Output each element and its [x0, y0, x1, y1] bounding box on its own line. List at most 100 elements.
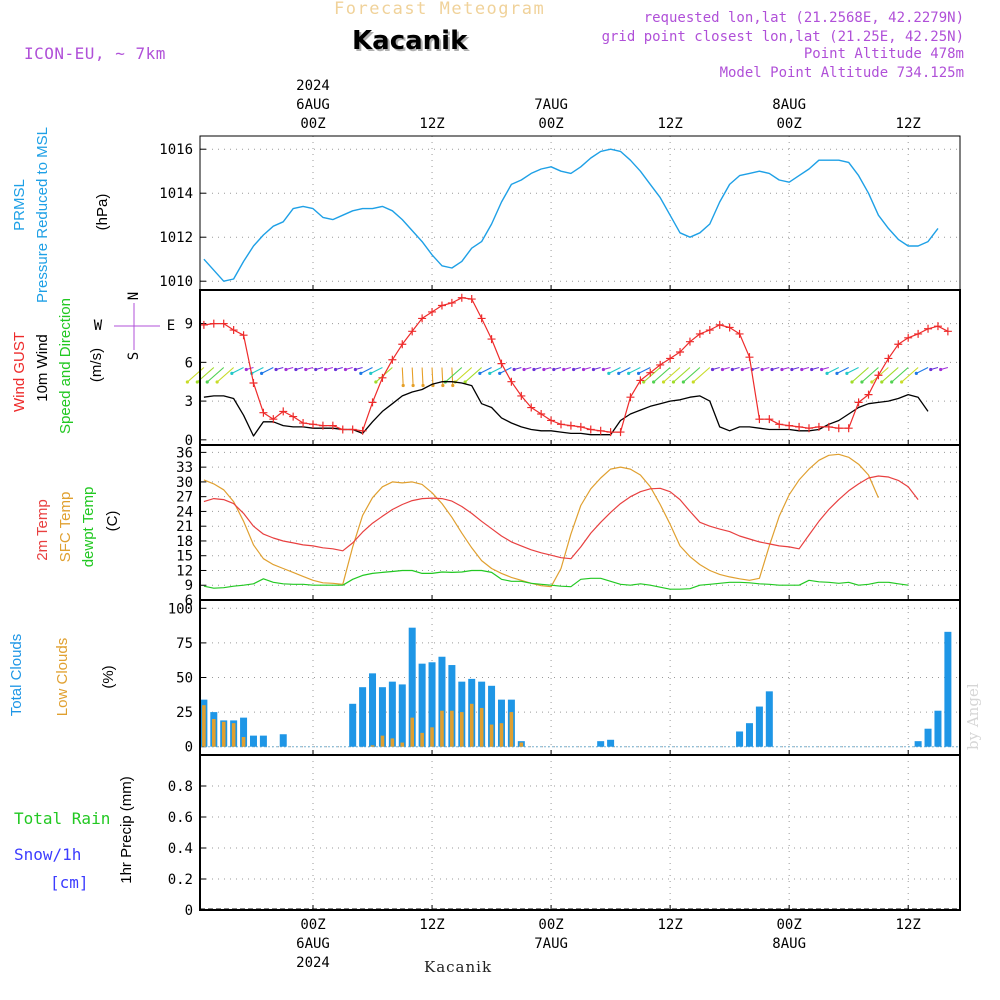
gust-marker — [507, 377, 516, 386]
gust-marker — [666, 354, 675, 363]
cloud-bars — [200, 627, 960, 748]
wind-arrow-head — [230, 371, 234, 375]
wind-arrow-head — [572, 367, 576, 372]
wind-arrow-head — [581, 367, 586, 372]
point-altitude: Point Altitude 478m — [803, 46, 964, 62]
low-cloud-bar — [499, 723, 504, 747]
time-label-bottom: 12Z — [896, 917, 921, 933]
gust-marker — [943, 327, 952, 336]
wind-arrow-head — [880, 380, 884, 384]
total-cloud-bar — [259, 735, 267, 747]
temp-2m-label: 2m Temp — [34, 499, 51, 560]
gust-marker — [487, 335, 496, 344]
compass-rose: N S W E — [94, 292, 175, 360]
wind-arrow-head — [562, 367, 566, 372]
wind-arrow — [401, 367, 404, 386]
y-tick-label: 9 — [185, 578, 193, 594]
wind-arrow-head — [661, 380, 666, 384]
wind-arrow-head — [591, 367, 596, 372]
wind-arrow — [421, 367, 424, 386]
gust-marker — [616, 428, 625, 437]
dewpt-label: dewpt Temp — [80, 487, 97, 568]
wind-arrow — [891, 367, 909, 383]
wind-arrow-head — [195, 380, 199, 384]
low-clouds-label: Low Clouds — [54, 638, 71, 716]
gust-marker — [576, 422, 585, 431]
temp-2m-line — [203, 475, 919, 560]
y-tick-label: 75 — [176, 636, 193, 652]
wind-arrow-head — [617, 371, 621, 375]
wind-arrow-head — [441, 383, 445, 388]
y-tick-label: 18 — [176, 534, 193, 550]
wind-arrow-head — [914, 371, 918, 375]
y-tick-label: 0.2 — [168, 872, 193, 888]
wind-unit-label: (m/s) — [88, 348, 105, 382]
dewpoint-line — [203, 569, 909, 590]
cloud-unit-label: (%) — [100, 665, 117, 688]
wind-arrow-head — [374, 380, 378, 384]
total-cloud-bar — [607, 739, 615, 747]
y-tick-label: 30 — [176, 475, 193, 491]
wind-arrow — [901, 367, 919, 383]
wind-arrow-head — [770, 367, 774, 372]
low-cloud-bar — [380, 735, 385, 747]
gust-marker — [785, 421, 794, 430]
gust-marker — [348, 425, 357, 434]
gust-marker — [477, 314, 486, 323]
wind-arrow-head — [780, 367, 784, 372]
panel-frame — [199, 754, 961, 911]
time-label-bottom: 8AUG — [772, 936, 806, 952]
total-cloud-bar — [755, 706, 763, 747]
gust-marker — [705, 326, 714, 335]
gust-marker — [646, 368, 655, 377]
snow-label: Snow/1h — [14, 845, 81, 864]
wind-arrow — [881, 367, 899, 383]
wind-arrow-head — [800, 367, 804, 372]
gust-marker — [904, 333, 913, 342]
wind-arrow-head — [825, 371, 829, 375]
time-label-top: 00Z — [300, 116, 325, 132]
gust-marker — [219, 319, 228, 328]
wind-arrow — [489, 367, 502, 374]
gust-marker — [606, 428, 615, 437]
time-label-bottom: 12Z — [657, 917, 682, 933]
total-cloud-bar — [378, 687, 386, 747]
total-cloud-bar — [944, 631, 952, 747]
wind-arrow — [206, 367, 225, 383]
wind-arrow-head — [488, 371, 492, 375]
gust-marker — [388, 355, 397, 364]
wind-arrow-head — [642, 380, 646, 384]
total-cloud-bar — [240, 717, 248, 747]
gust-marker — [259, 408, 268, 417]
gust-marker — [467, 295, 476, 304]
wind-arrow — [861, 367, 879, 383]
gust-marker — [368, 398, 377, 407]
y-tick-label: 0 — [185, 433, 193, 449]
total-cloud-bar — [428, 662, 436, 747]
total-cloud-bar — [279, 734, 287, 747]
location-title: Kacanik — [352, 26, 468, 56]
wind-direction-arrows — [185, 366, 949, 388]
wind-arrow-head — [710, 367, 715, 372]
pressure-label-msl: Pressure Reduced to MSL — [34, 127, 51, 303]
gust-marker — [229, 326, 238, 335]
y-tick-label: 12 — [176, 563, 193, 579]
gust-marker — [249, 379, 258, 387]
wind-arrow-head — [607, 371, 611, 375]
wind-arrow — [836, 367, 849, 374]
wind-arrow-head — [421, 383, 425, 388]
wind-arrow-head — [730, 367, 734, 372]
y-tick-label: 0 — [185, 903, 193, 919]
time-label-top: 12Z — [896, 116, 921, 132]
low-cloud-bar — [400, 742, 405, 747]
wind-arrow-head — [304, 367, 308, 372]
y-tick-label: 0 — [185, 740, 193, 756]
y-tick-label: 0.6 — [168, 810, 193, 826]
wind-arrow-head — [652, 380, 656, 384]
time-label-bottom: 00Z — [300, 917, 325, 933]
wind-arrow-head — [900, 380, 904, 384]
gust-marker — [676, 348, 685, 356]
y-tick-label: 1012 — [159, 230, 193, 246]
gust-marker — [199, 320, 208, 329]
gust-marker — [914, 329, 923, 338]
